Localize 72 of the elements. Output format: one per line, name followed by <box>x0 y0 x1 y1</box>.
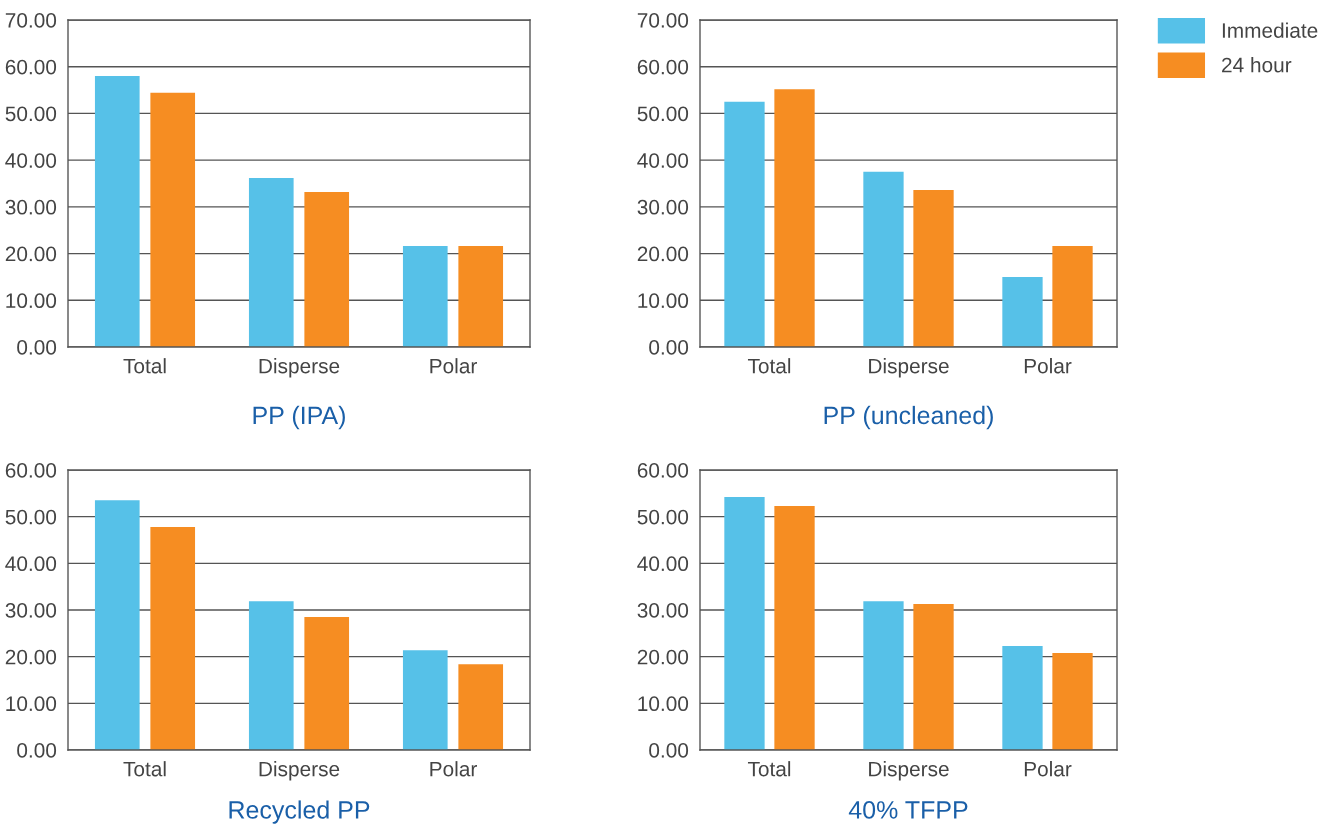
y-tick-label: 20.00 <box>5 649 57 665</box>
x-tick-label: Disperse <box>869 358 949 378</box>
bar <box>94 76 140 347</box>
y-tick-label: 20.00 <box>637 246 689 262</box>
bar <box>1002 276 1043 347</box>
y-tick-label: 70.00 <box>5 13 57 28</box>
bar <box>913 190 954 347</box>
bar <box>248 601 294 750</box>
x-tick-label: Disperse <box>259 761 340 781</box>
x-tick-label: Polar <box>430 761 477 777</box>
bar <box>1052 246 1093 347</box>
bar <box>1052 652 1093 750</box>
legend-label: Immediate <box>1222 22 1318 38</box>
bar <box>402 246 448 347</box>
y-tick-label: 60.00 <box>5 463 57 478</box>
y-tick-label: 10.00 <box>6 696 57 712</box>
x-tick-label: Polar <box>430 358 477 374</box>
y-tick-label: 50.00 <box>637 106 689 122</box>
x-tick-label: Total <box>123 761 166 777</box>
bar <box>863 601 904 750</box>
bar <box>458 246 504 347</box>
text: PP (IPA) <box>253 405 345 430</box>
y-tick-label: 60.00 <box>5 59 57 75</box>
bar <box>724 101 765 347</box>
bar <box>304 191 350 347</box>
y-tick-label: 10.00 <box>638 696 689 712</box>
bar <box>304 617 350 750</box>
y-tick-label: 50.00 <box>637 509 689 525</box>
bar <box>150 92 196 347</box>
y-tick-label: 70.00 <box>637 13 689 28</box>
y-tick-label: 40.00 <box>637 556 689 572</box>
y-tick-label: 30.00 <box>637 603 689 618</box>
y-tick-label: 50.00 <box>5 509 57 525</box>
y-tick-label: 30.00 <box>5 603 57 618</box>
legend-label: 24 hour <box>1222 57 1292 73</box>
bar <box>913 603 954 750</box>
y-tick-label: 50.00 <box>5 106 57 122</box>
x-tick-label: Polar <box>1024 358 1072 374</box>
bar <box>402 650 448 750</box>
y-tick-label: 60.00 <box>637 463 689 478</box>
text: PP (uncleaned) <box>824 405 993 430</box>
y-tick-label: 40.00 <box>637 153 689 168</box>
bar <box>724 497 765 750</box>
x-tick-label: Polar <box>1024 761 1072 777</box>
bar <box>150 526 196 750</box>
y-tick-label: 20.00 <box>5 246 57 262</box>
bar <box>774 505 815 750</box>
y-tick-label: 40.00 <box>5 556 57 572</box>
y-tick-label: 10.00 <box>638 293 689 309</box>
text: 40% TFPP <box>848 801 968 819</box>
bar <box>458 664 504 750</box>
y-tick-label: 20.00 <box>637 649 689 665</box>
bar <box>248 177 294 347</box>
y-tick-label: 30.00 <box>637 199 689 215</box>
x-tick-label: Total <box>747 761 791 777</box>
x-tick-label: Disperse <box>869 761 949 781</box>
y-tick-label: 0.00 <box>649 340 689 355</box>
bar <box>774 89 815 347</box>
bar <box>1002 645 1043 750</box>
text: Recycled PP <box>229 800 370 824</box>
x-tick-label: Disperse <box>259 358 340 378</box>
y-tick-label: 60.00 <box>637 59 689 75</box>
bar <box>94 500 140 750</box>
y-tick-label: 0.00 <box>17 340 57 355</box>
y-tick-label: 30.00 <box>5 199 57 215</box>
y-tick-label: 0.00 <box>649 743 689 758</box>
y-tick-label: 40.00 <box>5 153 57 168</box>
x-tick-label: Total <box>123 358 166 374</box>
y-tick-label: 10.00 <box>6 293 57 309</box>
x-tick-label: Total <box>747 358 791 374</box>
bar <box>863 171 904 347</box>
y-tick-label: 0.00 <box>17 743 57 758</box>
